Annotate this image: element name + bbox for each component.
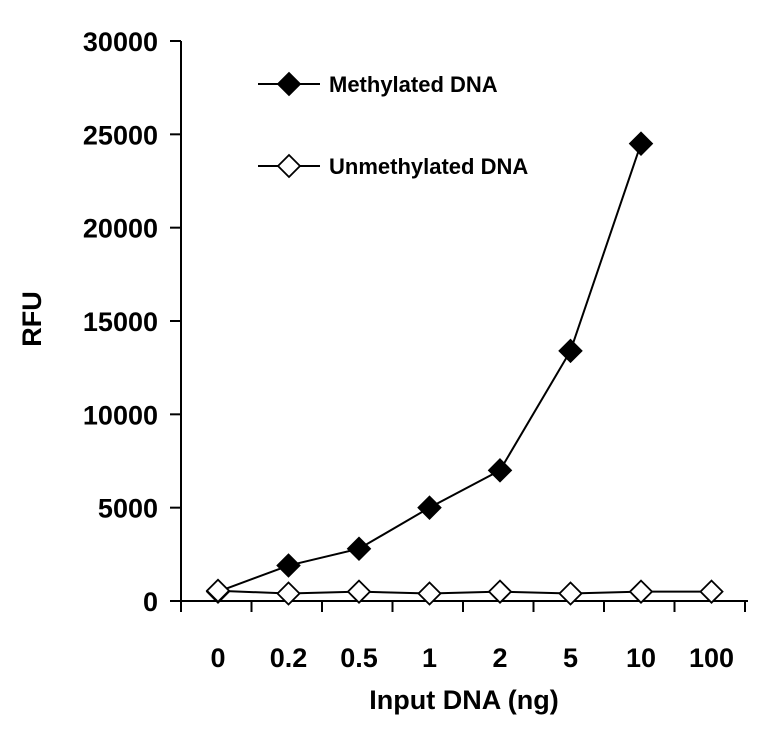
data-point xyxy=(346,536,372,562)
x-tick-label: 1 xyxy=(422,643,437,673)
data-point xyxy=(276,553,301,578)
series-line xyxy=(217,143,642,593)
legend-label: Unmethylated DNA xyxy=(329,154,528,179)
legend-item-unmethylated: Unmethylated DNA xyxy=(258,153,528,179)
data-point xyxy=(558,338,583,364)
legend-item-methylated: Methylated DNA xyxy=(258,71,498,97)
x-axis: 0 0.2 0.5 1 2 5 10 100 xyxy=(180,600,748,673)
y-tick-label: 15000 xyxy=(83,307,158,337)
legend-label: Methylated DNA xyxy=(329,72,498,97)
series-unmethylated xyxy=(205,578,724,606)
y-axis: 0 5000 10000 15000 20000 25000 30000 xyxy=(83,27,182,617)
legend-marker xyxy=(276,153,302,179)
data-point xyxy=(205,578,231,604)
data-point xyxy=(558,581,583,606)
data-point xyxy=(417,581,442,606)
legend-marker xyxy=(276,71,302,97)
data-point xyxy=(276,581,301,606)
x-tick-label: 0.5 xyxy=(340,643,378,673)
x-tick-label: 0.2 xyxy=(270,643,308,673)
data-point xyxy=(417,495,442,520)
legend: Methylated DNA Unmethylated DNA xyxy=(258,71,528,179)
data-point xyxy=(628,579,654,604)
y-tick-label: 5000 xyxy=(98,494,158,524)
data-point xyxy=(346,579,372,604)
x-tick-label: 100 xyxy=(689,643,734,673)
data-point xyxy=(628,131,654,156)
x-tick-label: 10 xyxy=(626,643,656,673)
y-tick-label: 20000 xyxy=(83,214,158,244)
data-point xyxy=(699,579,724,604)
series-layer xyxy=(205,131,724,606)
y-tick-label: 10000 xyxy=(83,400,158,430)
series-methylated xyxy=(205,131,654,604)
y-tick-label: 25000 xyxy=(83,120,158,150)
x-tick-label: 0 xyxy=(210,643,225,673)
data-point xyxy=(487,458,513,483)
y-tick-label: 30000 xyxy=(83,27,158,57)
y-axis-title: RFU xyxy=(17,291,47,347)
x-tick-label: 2 xyxy=(492,643,507,673)
x-axis-title: Input DNA (ng) xyxy=(369,685,558,715)
y-tick-label: 0 xyxy=(143,587,158,617)
x-tick-label: 5 xyxy=(563,643,578,673)
data-point xyxy=(487,579,513,604)
